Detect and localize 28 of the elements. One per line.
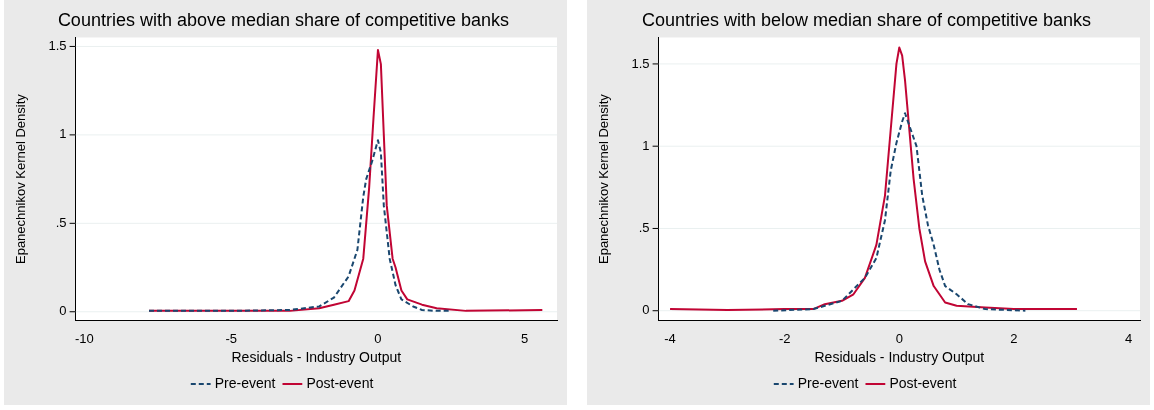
chart-title: Countries with below median share of competitive banks [641,9,1092,30]
x-tick-label: 5 [521,330,529,346]
x-tick-label: 0 [895,330,903,346]
legend-label: Post-event [306,374,374,391]
legend-label: Post-event [889,374,957,391]
y-axis-title: Epanechnikov Kernel Density [13,93,29,265]
x-tick-label: 2 [1010,330,1018,346]
y-tick-label: .5 [638,220,650,236]
y-tick-label: 1 [59,126,67,142]
y-tick-label: 0 [642,302,650,318]
y-tick-label: 0 [59,303,67,319]
y-tick-label: 1.5 [631,55,650,71]
x-tick-label: 4 [1124,330,1133,346]
x-tick-label: -4 [664,330,676,346]
x-tick-label: -2 [778,330,791,346]
y-tick-label: 1.5 [48,38,67,54]
legend-label: Pre-event [797,374,859,391]
y-tick-label: 1 [642,137,650,153]
x-axis-title: Residuals - Industry Output [231,349,402,366]
x-tick-label: -5 [225,330,237,346]
y-tick-label: .5 [55,214,67,230]
x-tick-label: -10 [75,330,94,346]
legend-label: Pre-event [214,374,276,391]
line-series [772,112,1027,312]
x-tick-label: 0 [374,330,382,346]
x-axis-title: Residuals - Industry Output [814,349,985,366]
chart-title: Countries with above median share of competitive banks [57,9,510,30]
y-axis-title: Epanechnikov Kernel Density [596,93,612,265]
